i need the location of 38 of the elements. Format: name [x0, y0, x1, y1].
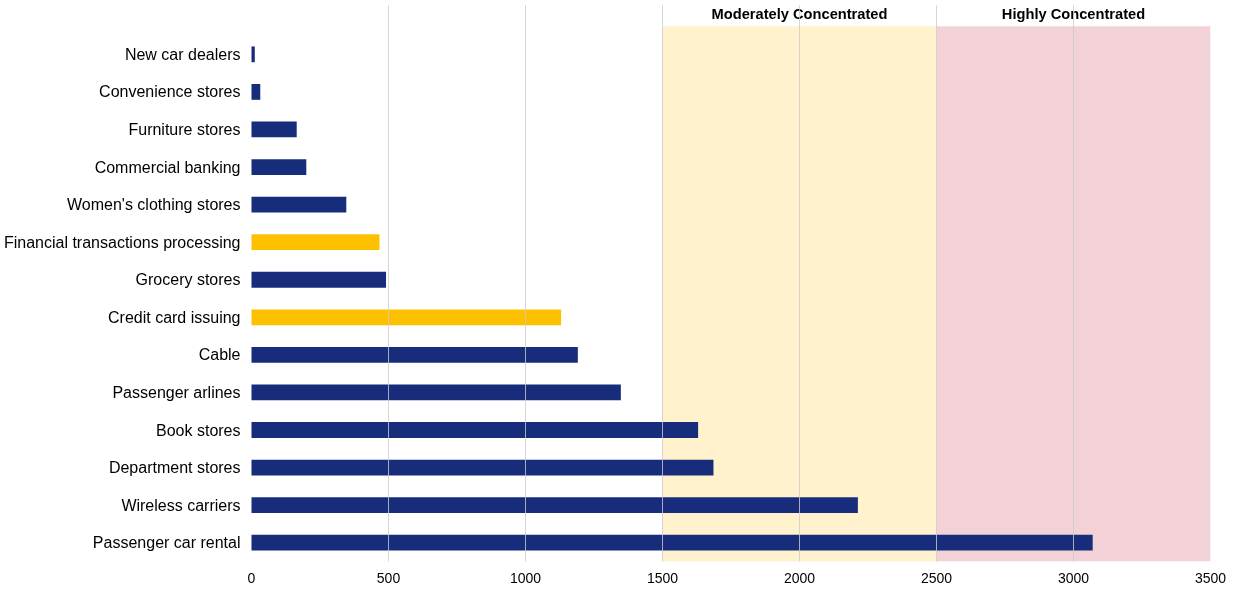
x-tick-label: 0 [247, 569, 256, 586]
y-tick-label: Passenger car rental [92, 534, 241, 552]
bar [251, 234, 380, 251]
bar [251, 271, 387, 288]
y-tick-label: Commercial banking [94, 158, 241, 176]
y-tick-label: Convenience stores [99, 83, 241, 101]
y-tick-label: Grocery stores [135, 271, 241, 289]
y-tick-label: Women's clothing stores [67, 196, 241, 214]
x-tick-label: 1000 [509, 569, 542, 586]
bar [251, 46, 255, 63]
bar [251, 497, 858, 514]
bar [251, 196, 347, 213]
bar [251, 159, 307, 175]
x-tick-label: 2000 [783, 569, 816, 586]
x-tick-label: 3500 [1194, 569, 1227, 586]
x-tick-label: 2500 [920, 569, 953, 586]
y-tick-label: Credit card issuing [108, 308, 241, 326]
y-tick-label: New car dealers [124, 45, 241, 63]
bar [251, 422, 699, 438]
y-tick-label: Passenger arlines [112, 383, 241, 401]
band-label: Highly Concentrated [1001, 6, 1146, 23]
bar [251, 346, 578, 363]
bar [251, 84, 261, 100]
bar [251, 534, 1093, 551]
x-tick-label: 1500 [646, 569, 679, 586]
bar [251, 121, 297, 138]
y-tick-label: Book stores [156, 421, 241, 439]
bar [251, 384, 621, 401]
y-tick-label: Wireless carriers [121, 496, 241, 514]
x-tick-label: 500 [376, 569, 401, 586]
y-tick-label: Financial transactions processing [3, 233, 241, 251]
y-tick-label: Cable [198, 346, 241, 364]
x-tick-label: 3000 [1057, 569, 1090, 586]
band-label: Moderately Concentrated [711, 6, 888, 23]
y-tick-label: Department stores [108, 459, 241, 477]
y-tick-label: Furniture stores [128, 120, 241, 138]
bar [251, 309, 562, 326]
bar [251, 459, 714, 476]
